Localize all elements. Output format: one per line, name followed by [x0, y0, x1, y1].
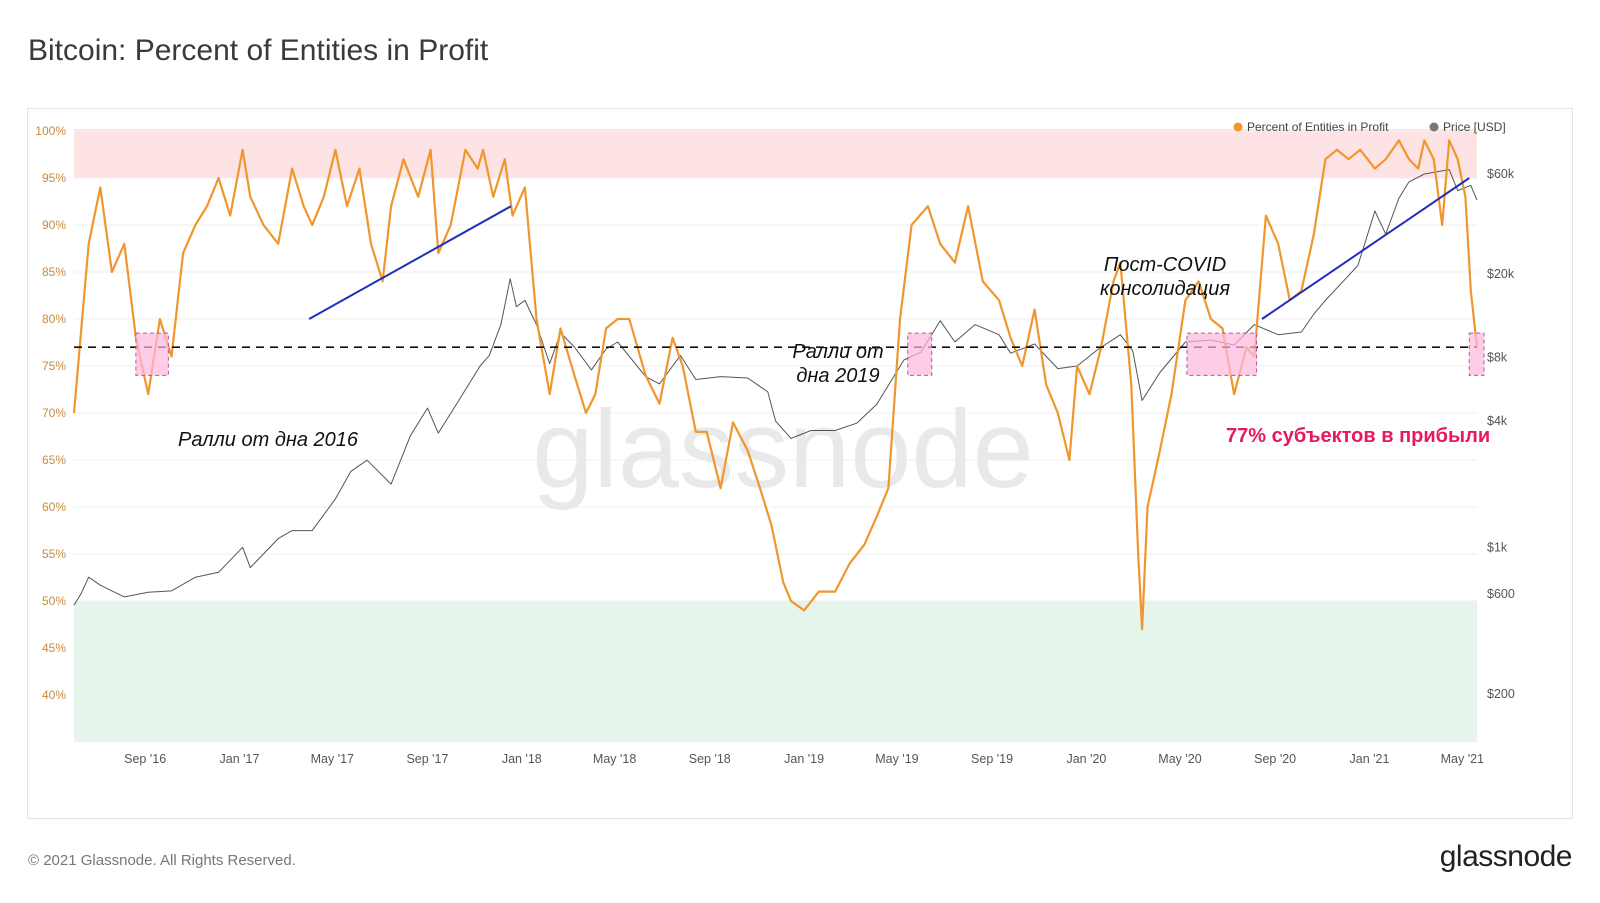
right-tick-label: $600 — [1487, 587, 1515, 601]
left-tick-label: 65% — [42, 453, 66, 467]
highlight-box — [1468, 332, 1485, 376]
right-axis-ticks: $200 $600 $1k $4k $8k $20k $60k — [1487, 167, 1515, 701]
highlight-box — [135, 332, 169, 376]
threshold-zones — [74, 129, 1477, 742]
page-title: Bitcoin: Percent of Entities in Profit — [28, 34, 489, 67]
right-tick-label: $4k — [1487, 414, 1508, 428]
x-tick-label: May '18 — [593, 752, 636, 766]
highlight-box — [907, 332, 933, 376]
right-tick-label: $8k — [1487, 351, 1508, 365]
callout-77-percent: 77% субъектов в прибыли — [1226, 425, 1490, 447]
annotation-rally-2016: Ралли от дна 2016 — [178, 429, 359, 451]
right-tick-label: $20k — [1487, 267, 1515, 281]
left-tick-label: 50% — [42, 594, 66, 608]
annotation-rally-2019-line2: дна 2019 — [796, 365, 879, 387]
x-tick-label: Jan '18 — [502, 752, 542, 766]
chart-svg: glassnode 40% 45% 50% 55% 60% 65% 70% 75% 80% 85%… — [35, 120, 1515, 766]
chart-frame: glassnode 40% 45% 50% 55% 60% 65% 70% 75% 80% 85%… — [27, 108, 1573, 819]
x-tick-label: Sep '18 — [689, 752, 731, 766]
left-tick-label: 45% — [42, 641, 66, 655]
left-tick-label: 90% — [42, 218, 66, 232]
annotation-overlays — [74, 177, 1485, 376]
right-tick-label: $200 — [1487, 687, 1515, 701]
left-tick-label: 95% — [42, 171, 66, 185]
right-tick-label: $1k — [1487, 540, 1508, 554]
annotation-post-covid-line2: консолидация — [1100, 278, 1230, 300]
right-tick-label: $60k — [1487, 167, 1515, 181]
price-line — [73, 169, 1478, 606]
x-tick-label: May '21 — [1441, 752, 1484, 766]
footer-copyright: © 2021 Glassnode. All Rights Reserved. — [28, 852, 296, 869]
left-tick-label: 40% — [42, 688, 66, 702]
x-tick-label: Jan '19 — [784, 752, 824, 766]
x-axis-ticks: Sep '16 Jan '17 May '17 Sep '17 Jan '18 May '… — [124, 752, 1484, 766]
x-tick-label: Jan '20 — [1066, 752, 1106, 766]
left-tick-label: 100% — [35, 124, 66, 138]
x-tick-label: Sep '16 — [124, 752, 166, 766]
annotation-rally-2019-line1: Ралли от — [792, 341, 883, 363]
highlight-box — [1186, 332, 1258, 376]
left-tick-label: 70% — [42, 406, 66, 420]
lower-zone — [74, 601, 1477, 742]
left-tick-label: 60% — [42, 500, 66, 514]
left-tick-label: 75% — [42, 359, 66, 373]
trend-line — [1261, 177, 1470, 320]
legend-profit-label[interactable]: Percent of Entities in Profit — [1247, 120, 1389, 134]
left-tick-label: 55% — [42, 547, 66, 561]
legend-price-label[interactable]: Price [USD] — [1443, 120, 1506, 134]
profit-series — [72, 139, 1479, 631]
left-axis-ticks: 40% 45% 50% 55% 60% 65% 70% 75% 80% 85% 90% 95% 100% — [35, 124, 66, 702]
annotation-post-covid-line1: Пост-COVID — [1104, 254, 1226, 276]
x-tick-label: May '19 — [875, 752, 918, 766]
profit-line — [72, 139, 1479, 631]
footer-logo[interactable]: glassnode — [1439, 840, 1573, 873]
upper-zone — [74, 129, 1477, 178]
x-tick-label: May '20 — [1158, 752, 1201, 766]
x-tick-label: Sep '19 — [971, 752, 1013, 766]
x-tick-label: Sep '17 — [406, 752, 448, 766]
price-series — [73, 169, 1478, 606]
left-tick-label: 80% — [42, 312, 66, 326]
x-tick-label: May '17 — [311, 752, 354, 766]
x-tick-label: Jan '21 — [1350, 752, 1390, 766]
legend[interactable]: Percent of Entities in Profit Price [USD… — [1233, 120, 1506, 134]
legend-profit-marker — [1233, 122, 1243, 132]
left-tick-label: 85% — [42, 265, 66, 279]
x-tick-label: Jan '17 — [220, 752, 260, 766]
watermark: glassnode — [532, 388, 1034, 511]
grid-lines — [74, 130, 1477, 696]
legend-price-marker — [1429, 122, 1439, 132]
trend-line — [308, 205, 512, 320]
x-tick-label: Sep '20 — [1254, 752, 1296, 766]
